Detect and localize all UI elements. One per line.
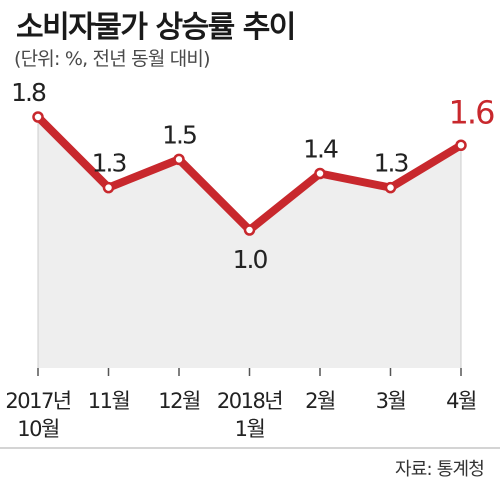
x-tick-label: 11월 <box>88 389 130 413</box>
data-label: 1.0 <box>233 245 268 274</box>
data-point <box>173 153 185 166</box>
data-label: 1.4 <box>303 135 338 164</box>
data-label: 1.3 <box>92 149 126 178</box>
data-label: 1.8 <box>11 78 46 107</box>
data-point <box>455 139 467 151</box>
x-tick-label: 2월 <box>305 389 335 413</box>
data-point <box>102 181 115 194</box>
source-note: 자료: 통계청 <box>395 459 485 480</box>
data-label: 1.3 <box>374 149 408 178</box>
x-tick-label: 3월 <box>376 389 406 413</box>
chart-title: 소비자물가 상승률 추이 <box>16 10 296 45</box>
x-tick-label: 4월 <box>446 389 476 413</box>
x-tick-label: 12월 <box>158 389 200 413</box>
data-point <box>32 111 44 123</box>
data-point <box>314 167 326 180</box>
x-tick-label: 2018년 1월 <box>217 389 282 441</box>
data-label: 1.5 <box>162 120 196 149</box>
data-label: 1.6 <box>449 93 495 131</box>
chart-subtitle: (단위: %, 전년 동월 대비) <box>14 48 211 70</box>
x-tick-label: 2017년 10월 <box>5 389 70 441</box>
data-point <box>384 181 397 194</box>
data-point <box>243 224 256 236</box>
area-fill <box>38 117 461 368</box>
